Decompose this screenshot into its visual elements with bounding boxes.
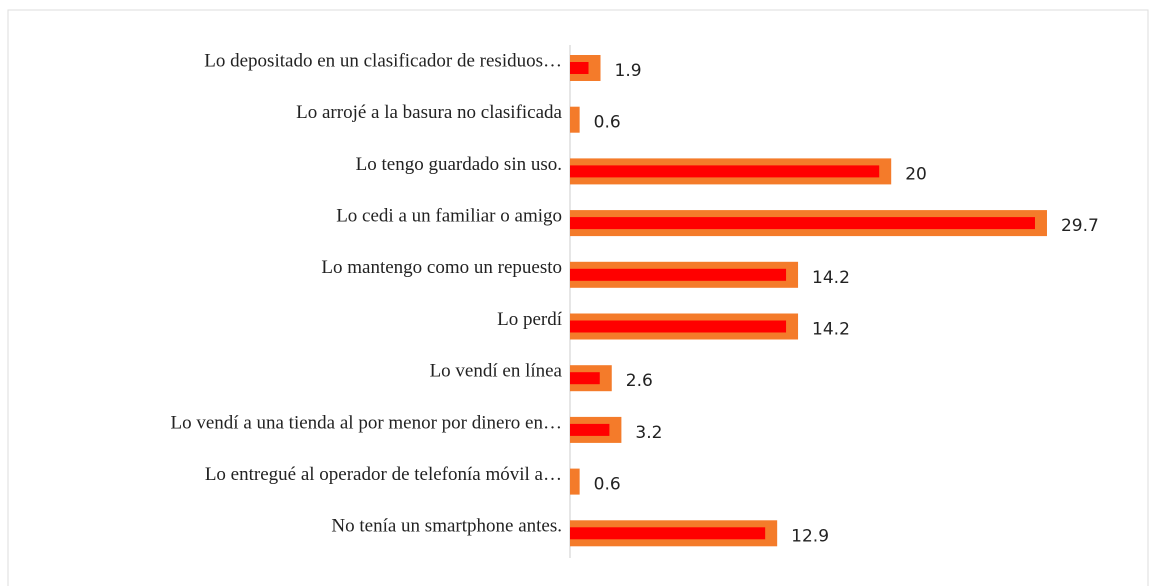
frame bbox=[7, 9, 1149, 586]
bar bbox=[570, 468, 580, 495]
category-label: Lo vendí en línea bbox=[430, 361, 563, 382]
value-label: 14.2 bbox=[812, 268, 850, 288]
bar-inner bbox=[570, 165, 880, 178]
bar-inner bbox=[570, 527, 766, 540]
bar-inner bbox=[570, 217, 1035, 230]
bar-inner bbox=[570, 62, 589, 74]
category-label: No tenía un smartphone antes. bbox=[331, 516, 562, 537]
category-label: Lo tengo guardado sin uso. bbox=[356, 154, 562, 175]
bar-inner bbox=[570, 423, 610, 436]
value-label: 3.2 bbox=[635, 423, 662, 443]
bar-inner bbox=[570, 320, 787, 333]
category-label: Lo arrojé a la basura no clasificada bbox=[296, 102, 562, 123]
value-label: 20 bbox=[905, 164, 927, 184]
category-label: Lo depositado en un clasificador de resi… bbox=[204, 50, 562, 71]
category-label: Lo perdí bbox=[497, 309, 563, 330]
bar-inner bbox=[570, 372, 600, 385]
value-label: 0.6 bbox=[594, 475, 621, 495]
category-label: Lo mantengo como un repuesto bbox=[321, 257, 562, 278]
value-label: 2.6 bbox=[626, 371, 653, 391]
bar-inner bbox=[570, 268, 787, 281]
category-label: Lo vendí a una tienda al por menor por d… bbox=[171, 412, 563, 433]
value-label: 12.9 bbox=[791, 526, 829, 546]
category-label: Lo cedi a un familiar o amigo bbox=[336, 205, 562, 226]
value-label: 0.6 bbox=[594, 113, 621, 133]
category-label: Lo entregué al operador de telefonía móv… bbox=[205, 464, 562, 485]
value-label: 14.2 bbox=[812, 320, 850, 340]
bar bbox=[570, 106, 580, 133]
value-label: 1.9 bbox=[615, 61, 642, 81]
value-label: 29.7 bbox=[1061, 216, 1099, 236]
